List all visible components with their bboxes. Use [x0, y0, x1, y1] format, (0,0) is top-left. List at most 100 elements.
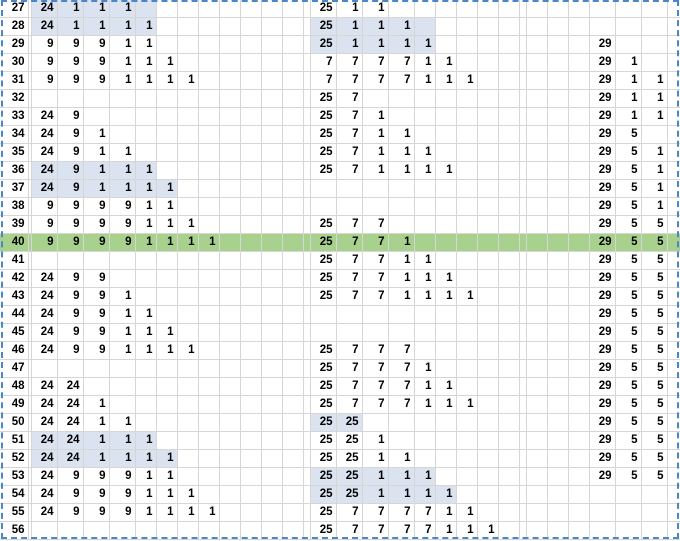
cell-left-3[interactable]: [109, 125, 136, 145]
cell-left-7[interactable]: [198, 125, 220, 145]
cell-middle-6[interactable]: [456, 35, 478, 55]
cell-middle-8[interactable]: [498, 179, 520, 199]
cell-middle-0[interactable]: 25: [310, 449, 337, 469]
cell-left-3[interactable]: 1: [109, 161, 136, 181]
cell-right-1[interactable]: 5: [615, 305, 642, 325]
cell-left-pad-2[interactable]: [261, 197, 283, 217]
cell-middle-7[interactable]: [477, 305, 499, 325]
cell-right-2[interactable]: 1: [641, 71, 668, 91]
cell-left-5[interactable]: [156, 395, 178, 415]
cell-middle-5[interactable]: [435, 305, 457, 325]
cell-right-2[interactable]: 5: [641, 431, 668, 451]
cell-right-1[interactable]: 5: [615, 395, 642, 415]
cell-left-pad-1[interactable]: [240, 107, 262, 127]
cell-left-0[interactable]: 24: [31, 179, 58, 199]
cell-right-3[interactable]: [667, 53, 680, 73]
cell-middle-1[interactable]: 7: [336, 269, 363, 289]
cell-left-pad-2[interactable]: [261, 413, 283, 433]
cell-middle-pad-1[interactable]: [547, 359, 569, 379]
cell-middle-pad-1[interactable]: [547, 89, 569, 109]
cell-middle-0[interactable]: 25: [310, 413, 337, 433]
row-header-left[interactable]: 34: [0, 125, 29, 145]
cell-middle-4[interactable]: [414, 341, 436, 361]
cell-middle-pad-1[interactable]: [547, 71, 569, 91]
cell-middle-7[interactable]: [477, 359, 499, 379]
cell-middle-pad-1[interactable]: [547, 35, 569, 55]
cell-middle-2[interactable]: 1: [362, 125, 389, 145]
cell-right-2[interactable]: 5: [641, 251, 668, 271]
row-header-left[interactable]: 54: [0, 485, 29, 505]
cell-left-0[interactable]: 24: [31, 107, 58, 127]
cell-left-1[interactable]: 9: [57, 215, 84, 235]
cell-middle-6[interactable]: [456, 161, 478, 181]
cell-left-3[interactable]: 1: [109, 341, 136, 361]
cell-middle-0[interactable]: 25: [310, 107, 337, 127]
cell-left-4[interactable]: 1: [135, 431, 157, 451]
cell-middle-pad-2[interactable]: [568, 395, 590, 415]
cell-left-5[interactable]: 1: [156, 215, 178, 235]
cell-middle-1[interactable]: [336, 323, 363, 343]
cell-left-6[interactable]: 1: [177, 485, 199, 505]
cell-left-pad-3[interactable]: [282, 125, 304, 145]
table-row[interactable]: 2724111251127: [0, 0, 680, 19]
row-header-left[interactable]: 44: [0, 305, 29, 325]
cell-left-pad-2[interactable]: [261, 251, 283, 271]
cell-right-0[interactable]: 29: [589, 395, 616, 415]
cell-left-0[interactable]: [31, 89, 58, 109]
cell-middle-6[interactable]: 1: [456, 395, 478, 415]
cell-right-0[interactable]: 29: [589, 251, 616, 271]
cell-right-0[interactable]: [589, 17, 616, 37]
table-row[interactable]: 462499111125777295551146: [0, 341, 680, 361]
cell-left-7[interactable]: [198, 107, 220, 127]
cell-left-4[interactable]: 1: [135, 503, 157, 523]
cell-left-0[interactable]: 24: [31, 431, 58, 451]
cell-left-pad-0[interactable]: [219, 107, 241, 127]
cell-right-1[interactable]: 5: [615, 143, 642, 163]
cell-right-0[interactable]: 29: [589, 161, 616, 181]
cell-middle-pad-1[interactable]: [547, 161, 569, 181]
cell-left-pad-1[interactable]: [240, 431, 262, 451]
cell-left-7[interactable]: [198, 413, 220, 433]
cell-middle-8[interactable]: [498, 485, 520, 505]
cell-left-pad-0[interactable]: [219, 35, 241, 55]
cell-right-2[interactable]: [641, 17, 668, 37]
table-row[interactable]: 45249911129555145: [0, 323, 680, 343]
cell-middle-pad-1[interactable]: [547, 125, 569, 145]
cell-middle-4[interactable]: [414, 305, 436, 325]
cell-right-2[interactable]: [641, 53, 668, 73]
cell-left-5[interactable]: [156, 17, 178, 37]
cell-middle-pad-2[interactable]: [568, 323, 590, 343]
cell-left-pad-3[interactable]: [282, 521, 304, 541]
cell-middle-6[interactable]: [456, 251, 478, 271]
cell-left-6[interactable]: [177, 0, 199, 19]
cell-middle-2[interactable]: 1: [362, 485, 389, 505]
cell-middle-pad-0[interactable]: [526, 125, 548, 145]
cell-left-0[interactable]: 9: [31, 53, 58, 73]
cell-left-pad-2[interactable]: [261, 143, 283, 163]
cell-right-3[interactable]: [667, 17, 680, 37]
cell-middle-2[interactable]: [362, 413, 389, 433]
cell-middle-0[interactable]: 25: [310, 0, 337, 19]
cell-left-7[interactable]: [198, 89, 220, 109]
cell-left-pad-3[interactable]: [282, 323, 304, 343]
cell-left-5[interactable]: [156, 521, 178, 541]
cell-left-7[interactable]: [198, 35, 220, 55]
cell-middle-0[interactable]: 7: [310, 71, 337, 91]
table-row[interactable]: 3199911117777111291131: [0, 71, 680, 91]
cell-right-3[interactable]: 5: [667, 395, 680, 415]
row-header-left[interactable]: 32: [0, 89, 29, 109]
cell-left-pad-0[interactable]: [219, 323, 241, 343]
cell-left-1[interactable]: 24: [57, 377, 84, 397]
cell-middle-4[interactable]: 1: [414, 359, 436, 379]
cell-left-3[interactable]: 1: [109, 431, 136, 451]
cell-middle-8[interactable]: [498, 161, 520, 181]
cell-middle-3[interactable]: 1: [388, 35, 415, 55]
table-row[interactable]: 5324999112525111295555153: [0, 467, 680, 487]
row-header-left[interactable]: 35: [0, 143, 29, 163]
cell-right-2[interactable]: 5: [641, 287, 668, 307]
cell-middle-8[interactable]: [498, 341, 520, 361]
cell-middle-3[interactable]: 1: [388, 287, 415, 307]
cell-right-2[interactable]: 1: [641, 107, 668, 127]
cell-middle-3[interactable]: 1: [388, 485, 415, 505]
cell-middle-3[interactable]: 7: [388, 341, 415, 361]
